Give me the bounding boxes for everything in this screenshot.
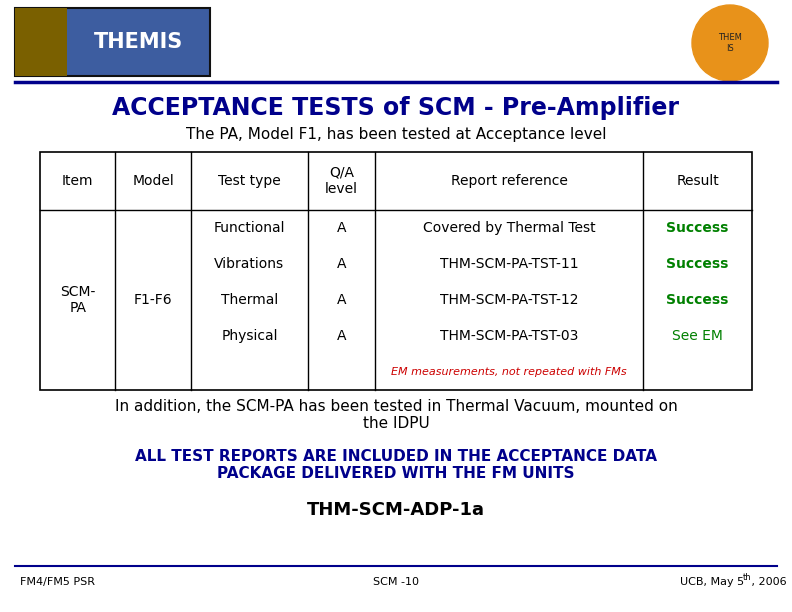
Text: Test type: Test type bbox=[218, 174, 281, 188]
Text: Success: Success bbox=[666, 221, 729, 235]
Text: A: A bbox=[337, 293, 346, 307]
Text: A: A bbox=[337, 329, 346, 343]
Text: Success: Success bbox=[666, 293, 729, 307]
Text: ALL TEST REPORTS ARE INCLUDED IN THE ACCEPTANCE DATA
PACKAGE DELIVERED WITH THE : ALL TEST REPORTS ARE INCLUDED IN THE ACC… bbox=[135, 449, 657, 481]
Text: PA: PA bbox=[69, 301, 86, 315]
Text: THEMIS: THEMIS bbox=[94, 32, 183, 52]
Text: Thermal: Thermal bbox=[221, 293, 278, 307]
Text: SCM-: SCM- bbox=[60, 285, 95, 299]
Text: Covered by Thermal Test: Covered by Thermal Test bbox=[423, 221, 596, 235]
Text: THM-SCM-PA-TST-12: THM-SCM-PA-TST-12 bbox=[440, 293, 578, 307]
Text: THEM
IS: THEM IS bbox=[718, 33, 742, 53]
Text: Result: Result bbox=[676, 174, 719, 188]
Text: UCB, May 5: UCB, May 5 bbox=[680, 577, 744, 587]
Text: THM-SCM-PA-TST-11: THM-SCM-PA-TST-11 bbox=[440, 257, 578, 271]
Text: THM-SCM-PA-TST-03: THM-SCM-PA-TST-03 bbox=[440, 329, 578, 343]
Circle shape bbox=[692, 5, 768, 81]
Text: Functional: Functional bbox=[214, 221, 285, 235]
Text: Vibrations: Vibrations bbox=[215, 257, 284, 271]
Text: See EM: See EM bbox=[672, 329, 723, 343]
Text: The PA, Model F1, has been tested at Acceptance level: The PA, Model F1, has been tested at Acc… bbox=[186, 127, 606, 143]
Text: Success: Success bbox=[666, 257, 729, 271]
Text: A: A bbox=[337, 221, 346, 235]
Text: ACCEPTANCE TESTS of SCM - Pre-Amplifier: ACCEPTANCE TESTS of SCM - Pre-Amplifier bbox=[112, 96, 680, 120]
Text: Physical: Physical bbox=[221, 329, 278, 343]
Text: FM4/FM5 PSR: FM4/FM5 PSR bbox=[20, 577, 95, 587]
Text: , 2006: , 2006 bbox=[748, 577, 786, 587]
Text: In addition, the SCM-PA has been tested in Thermal Vacuum, mounted on
the IDPU: In addition, the SCM-PA has been tested … bbox=[115, 399, 677, 431]
Bar bbox=[15, 8, 210, 76]
Text: Report reference: Report reference bbox=[451, 174, 568, 188]
Text: Model: Model bbox=[132, 174, 174, 188]
Bar bbox=[15, 8, 67, 76]
Text: Item: Item bbox=[62, 174, 93, 188]
Text: THM-SCM-ADP-1a: THM-SCM-ADP-1a bbox=[307, 501, 485, 519]
Text: F1-F6: F1-F6 bbox=[134, 293, 173, 307]
Text: th: th bbox=[743, 573, 752, 583]
Text: Q/A
level: Q/A level bbox=[325, 166, 358, 196]
Text: EM measurements, not repeated with FMs: EM measurements, not repeated with FMs bbox=[391, 367, 627, 377]
Text: SCM -10: SCM -10 bbox=[373, 577, 419, 587]
Text: A: A bbox=[337, 257, 346, 271]
Bar bbox=[40, 152, 752, 390]
